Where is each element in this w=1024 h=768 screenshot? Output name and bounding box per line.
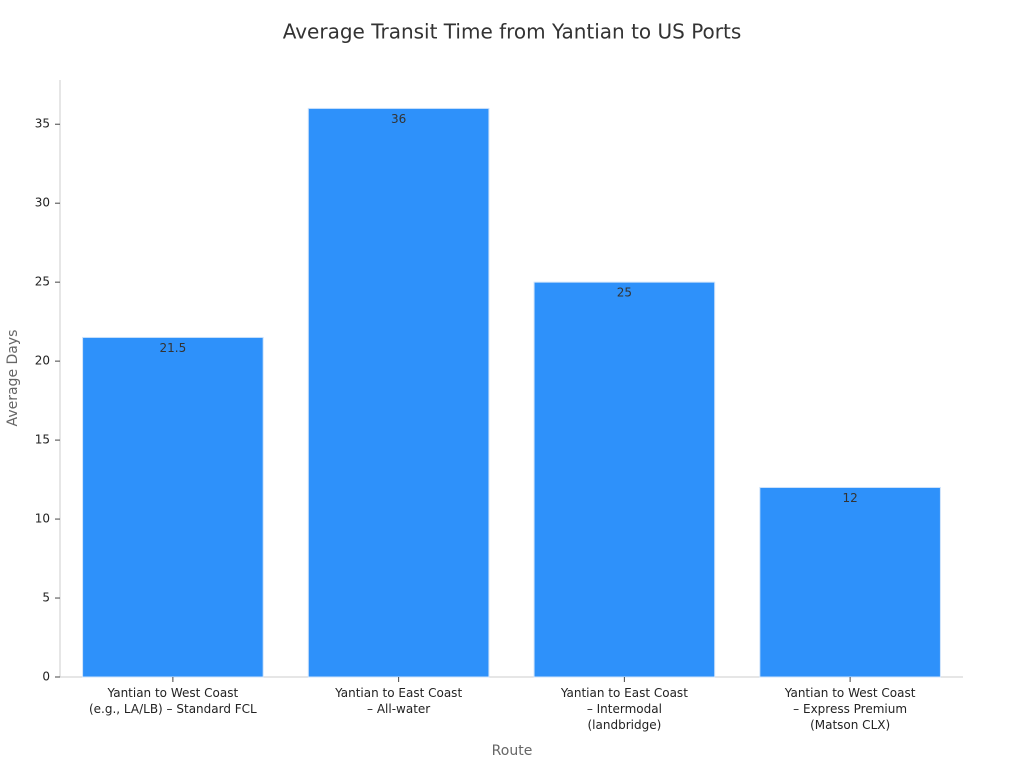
- bar: [307, 107, 490, 678]
- x-tick-label-line: (landbridge): [587, 718, 661, 732]
- x-tick-label: Yantian to East Coast – Intermodal (landbr…: [560, 686, 688, 732]
- chart-title: Average Transit Time from Yantian to US …: [283, 20, 742, 44]
- x-tick-label-line: – Intermodal: [587, 702, 662, 716]
- x-tick-label-line: Yantian to West Coast: [107, 686, 239, 700]
- y-tick-label: 25: [35, 275, 50, 289]
- x-tick-label-line: – Express Premium: [793, 702, 907, 716]
- value-label: 12: [842, 491, 857, 505]
- y-tick-label: 0: [42, 670, 50, 684]
- y-tick-label: 30: [35, 196, 50, 210]
- x-tick-label: Yantian to East Coast – All-water: [334, 686, 462, 716]
- x-tick-label-line: Yantian to West Coast: [784, 686, 916, 700]
- x-tick-label-line: Yantian to East Coast: [334, 686, 462, 700]
- x-tick-label-line: (Matson CLX): [810, 718, 890, 732]
- y-tick-label: 10: [35, 512, 50, 526]
- value-label: 25: [617, 286, 632, 300]
- x-tick-label-line: (e.g., LA/LB) – Standard FCL: [89, 702, 257, 716]
- x-tick-label-line: – All-water: [367, 702, 430, 716]
- value-label: 36: [391, 112, 406, 126]
- y-tick-label: 35: [35, 117, 50, 131]
- y-tick-label: 20: [35, 354, 50, 368]
- bar: [759, 486, 941, 678]
- y-tick-label: 15: [35, 433, 50, 447]
- value-label: 21.5: [160, 341, 187, 355]
- x-axis-title: Route: [492, 743, 533, 759]
- x-tick-label: Yantian to West Coast – Express Premium (M…: [784, 686, 916, 732]
- bar: [82, 336, 264, 678]
- x-tick-label: Yantian to West Coast (e.g., LA/LB) – Sta…: [89, 686, 257, 716]
- x-tick-label-line: Yantian to East Coast: [560, 686, 688, 700]
- y-axis-title: Average Days: [5, 330, 21, 427]
- bar: [533, 281, 716, 678]
- y-tick-label: 5: [42, 591, 50, 605]
